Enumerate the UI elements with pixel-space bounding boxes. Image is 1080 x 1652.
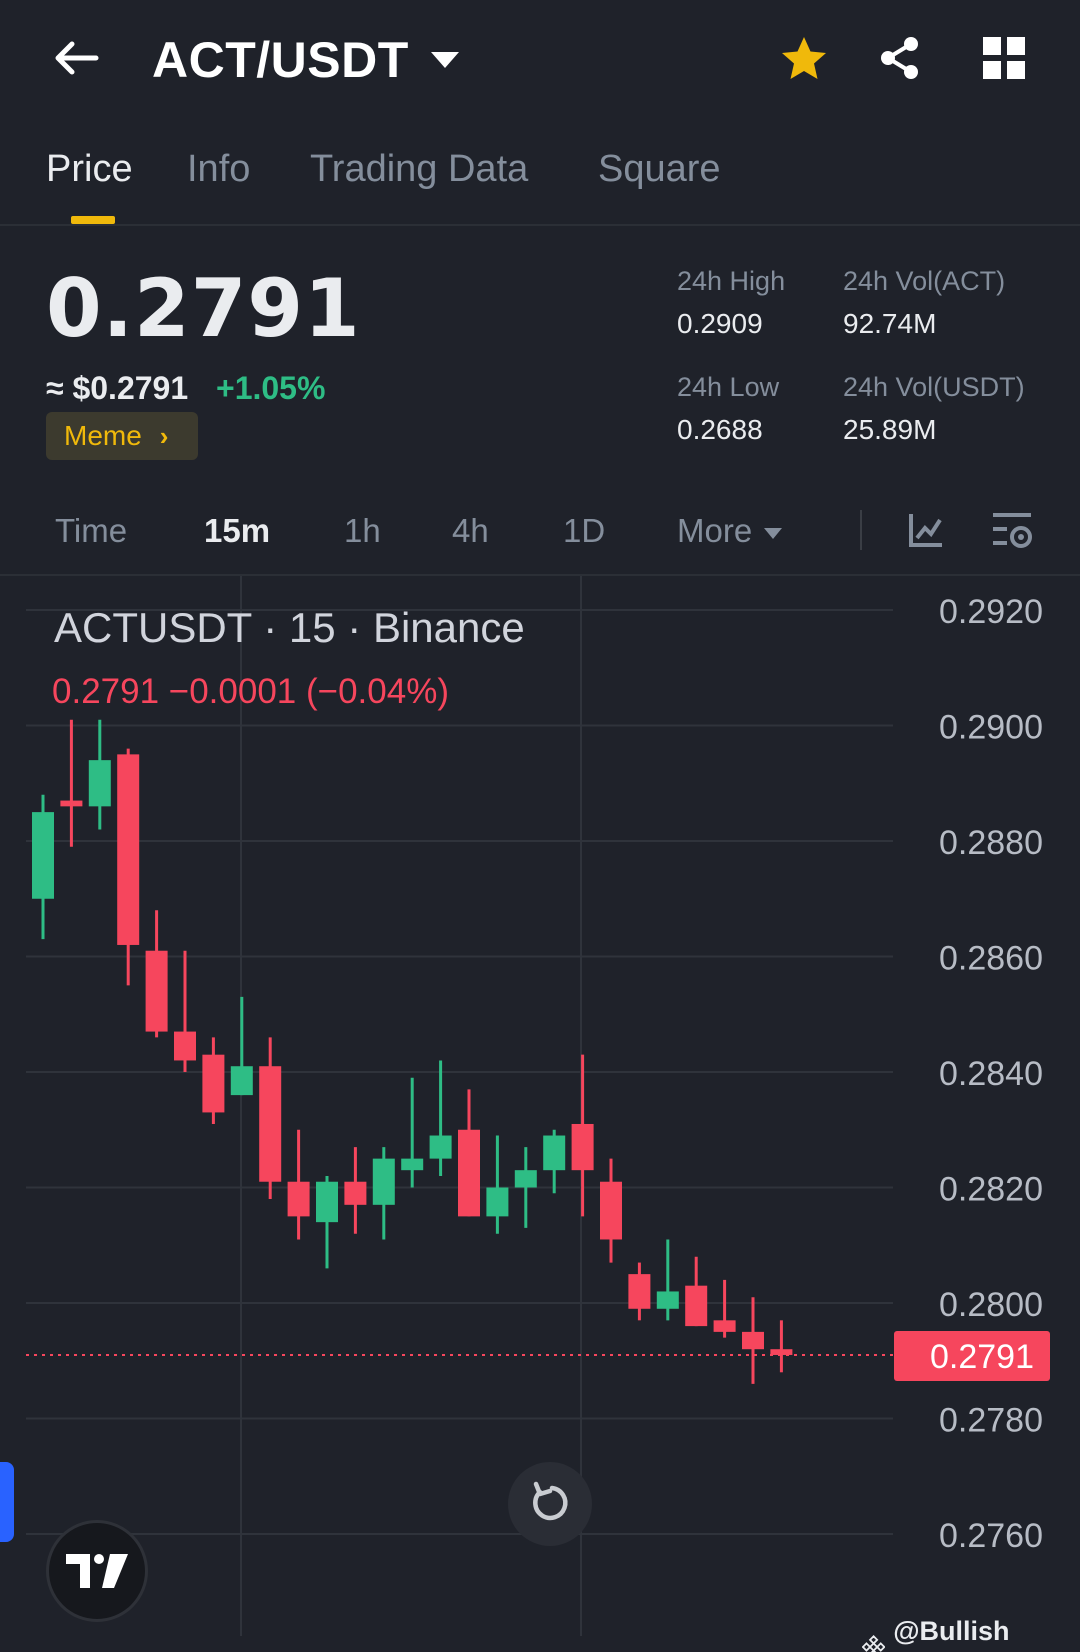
interval-time[interactable]: Time <box>55 512 128 549</box>
reset-icon <box>533 1481 568 1521</box>
usd-price: ≈ $0.2791 <box>46 370 189 406</box>
candle-body <box>543 1135 566 1171</box>
y-tick-label: 0.2900 <box>939 709 1043 747</box>
price-change-percent: +1.05% <box>216 370 326 406</box>
candle-body <box>202 1054 225 1113</box>
interval-1h[interactable]: 1h <box>344 512 381 549</box>
vol-quote-label: 24h Vol(USDT) <box>843 372 1025 402</box>
low-value: 0.2688 <box>677 414 763 445</box>
candle-body <box>372 1158 395 1205</box>
chevron-down-icon <box>430 52 459 68</box>
top-bar: ACT/USDT <box>0 0 1080 120</box>
candle-body <box>316 1181 338 1223</box>
candle-body <box>117 754 140 945</box>
candle-body <box>344 1181 367 1205</box>
high-label: 24h High <box>677 266 786 296</box>
candle-body <box>259 1066 282 1182</box>
interval-more[interactable]: More <box>677 512 783 550</box>
candle-body <box>429 1135 452 1159</box>
candle-body <box>145 950 168 1032</box>
meme-tag-button[interactable]: Meme › <box>46 412 198 460</box>
indicator-chart-icon[interactable] <box>902 506 950 554</box>
reset-chart-button[interactable] <box>508 1462 592 1546</box>
candle-body <box>486 1187 509 1217</box>
back-arrow-icon[interactable] <box>40 28 110 88</box>
side-panel-handle[interactable] <box>0 1462 14 1542</box>
candle-body <box>287 1181 310 1217</box>
candle-body <box>713 1320 736 1332</box>
candle-body <box>742 1331 764 1350</box>
y-tick-label: 0.2780 <box>939 1402 1043 1440</box>
pair-name: ACT/USDT <box>152 32 409 88</box>
tab-info[interactable]: Info <box>187 148 251 190</box>
low-label: 24h Low <box>677 372 780 402</box>
y-tick-label: 0.2880 <box>939 824 1043 862</box>
chart-symbol-line: ACTUSDT · 15 · Binance <box>54 604 525 651</box>
grid-menu-icon[interactable] <box>972 28 1036 88</box>
main-tabs: Price Info Trading Data Square <box>0 130 1080 226</box>
vol-quote-value: 25.89M <box>843 414 937 445</box>
watermark-text: @Bullish Buster <box>893 1616 1010 1652</box>
last-price-tag-label: 0.2791 <box>930 1338 1034 1376</box>
chart-ohlc-line: 0.2791 −0.0001 (−0.04%) <box>52 672 449 711</box>
candlestick-chart[interactable]: 0.2920 0.2900 0.2880 0.2860 0.2840 0.2820 0.28… <box>0 576 1080 1652</box>
candle-body <box>600 1181 622 1240</box>
tab-price[interactable]: Price <box>46 148 133 190</box>
caret-down-icon <box>764 527 783 539</box>
more-label: More <box>677 512 753 549</box>
y-tick-label: 0.2840 <box>939 1055 1043 1093</box>
vol-base-label: 24h Vol(ACT) <box>843 266 1006 296</box>
vol-base-value: 92.74M <box>843 308 937 339</box>
candle-body <box>174 1031 196 1061</box>
tab-square[interactable]: Square <box>598 148 721 190</box>
y-tick-label: 0.2920 <box>939 593 1043 631</box>
interval-bar: Time 15m 1h 4h 1D More <box>0 496 1080 576</box>
share-icon[interactable] <box>868 28 932 88</box>
chart-canvas[interactable]: 0.2920 0.2900 0.2880 0.2860 0.2840 0.2820 0.28… <box>0 576 1080 1652</box>
last-price-tag <box>894 1330 1050 1381</box>
candle-body <box>401 1158 424 1171</box>
divider <box>860 510 862 550</box>
high-value: 0.2909 <box>677 308 763 339</box>
tradingview-logo[interactable] <box>46 1520 148 1622</box>
candle-body <box>571 1123 594 1171</box>
y-tick-label: 0.2760 <box>939 1517 1043 1555</box>
candle-body <box>458 1129 480 1217</box>
candle-body <box>685 1285 708 1327</box>
pair-selector[interactable]: ACT/USDT <box>152 28 459 92</box>
candle-body <box>60 800 83 807</box>
y-tick-label: 0.2820 <box>939 1171 1043 1209</box>
favorite-star-icon[interactable] <box>772 28 836 88</box>
candle-body <box>88 760 111 807</box>
chevron-right-icon: › <box>159 420 169 451</box>
candle-body <box>628 1274 651 1309</box>
candle-body <box>770 1349 793 1355</box>
binance-logo-icon <box>862 1635 886 1652</box>
candle-body <box>656 1291 679 1309</box>
y-tick-label: 0.2860 <box>939 940 1043 978</box>
y-tick-label: 0.2800 <box>939 1286 1043 1324</box>
interval-4h[interactable]: 4h <box>452 512 489 549</box>
last-price: 0.2791 <box>46 262 361 355</box>
tag-label: Meme <box>64 420 142 451</box>
watermark: @Bullish Buster <box>862 1616 1080 1652</box>
candle-body <box>230 1066 253 1096</box>
interval-15m[interactable]: 15m <box>204 512 271 549</box>
chart-settings-icon[interactable] <box>988 504 1038 558</box>
candle-body <box>514 1170 537 1188</box>
active-tab-indicator <box>71 216 115 224</box>
tab-trading-data[interactable]: Trading Data <box>310 148 529 190</box>
candle-body <box>32 812 54 899</box>
interval-1d[interactable]: 1D <box>563 512 606 549</box>
tradingview-logo-icon <box>66 1554 128 1588</box>
